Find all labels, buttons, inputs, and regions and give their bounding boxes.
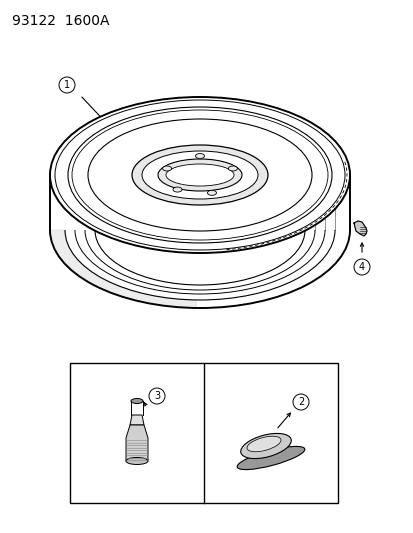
Ellipse shape xyxy=(173,187,182,192)
Ellipse shape xyxy=(162,166,171,171)
Ellipse shape xyxy=(88,119,311,231)
Circle shape xyxy=(292,394,308,410)
Text: 3: 3 xyxy=(154,391,160,401)
Circle shape xyxy=(59,77,75,93)
Ellipse shape xyxy=(132,145,267,205)
Ellipse shape xyxy=(166,164,233,186)
Ellipse shape xyxy=(126,457,147,464)
Text: 93122  1600A: 93122 1600A xyxy=(12,14,109,28)
Ellipse shape xyxy=(240,433,291,458)
Ellipse shape xyxy=(228,166,237,171)
Polygon shape xyxy=(130,415,144,425)
Ellipse shape xyxy=(142,151,257,199)
Text: 4: 4 xyxy=(358,262,364,272)
Ellipse shape xyxy=(158,159,242,191)
Polygon shape xyxy=(126,425,147,461)
Circle shape xyxy=(353,259,369,275)
Polygon shape xyxy=(353,221,366,236)
Text: 2: 2 xyxy=(297,397,304,407)
Ellipse shape xyxy=(68,107,331,243)
Bar xyxy=(70,363,337,503)
Ellipse shape xyxy=(50,97,349,253)
Ellipse shape xyxy=(72,110,327,240)
Circle shape xyxy=(149,388,165,404)
Polygon shape xyxy=(50,230,196,308)
Ellipse shape xyxy=(50,152,349,308)
Ellipse shape xyxy=(131,399,142,403)
Ellipse shape xyxy=(195,154,204,158)
Ellipse shape xyxy=(207,190,216,196)
Ellipse shape xyxy=(55,100,344,250)
Text: 1: 1 xyxy=(64,80,70,90)
Ellipse shape xyxy=(237,447,304,470)
Ellipse shape xyxy=(247,436,280,452)
